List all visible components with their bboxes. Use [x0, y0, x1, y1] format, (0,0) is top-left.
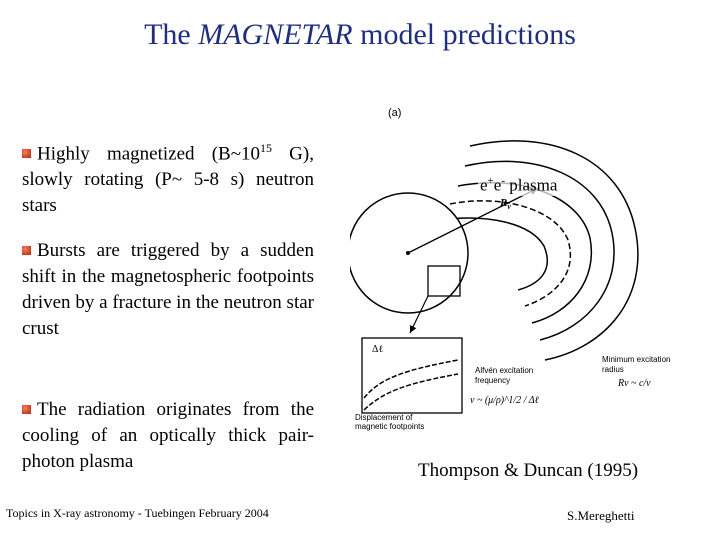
bullet-1-post: G), slowly rotating (P~ 5-8 s) neutron s… — [22, 143, 314, 217]
plasma-label: e+e- plasma — [478, 175, 560, 196]
inset-box — [361, 337, 463, 414]
zoom-arrow — [409, 295, 429, 334]
field-line-outer — [469, 140, 639, 361]
title-italic: MAGNETAR — [198, 18, 353, 51]
r-nu-label: Rν — [499, 197, 511, 211]
freq-formula: ν ~ (μ/ρ)^1/2 / Δℓ — [470, 395, 539, 406]
inset-line-1 — [363, 359, 459, 399]
delta-l-label: Δℓ — [372, 344, 383, 355]
min-exc-line-1: Minimum excitation — [602, 355, 670, 364]
bullet-marker-icon — [22, 405, 31, 414]
min-exc-line-2: radius — [602, 365, 624, 374]
footer-left: Topics in X-ray astronomy - Tuebingen Fe… — [6, 506, 269, 520]
bullet-2: Bursts are triggered by a sudden shift i… — [22, 238, 314, 342]
displacement-line-2: magnetic footpoints — [355, 422, 424, 431]
inset-line-2 — [363, 373, 459, 411]
bullet-1-sup: 15 — [260, 141, 272, 155]
displacement-line-1: Displacement of — [355, 413, 413, 422]
field-line-3 — [457, 182, 593, 324]
bullet-3-text: The radiation originates from the coolin… — [22, 399, 314, 472]
field-line-wavy — [449, 200, 571, 307]
field-line-2 — [464, 160, 615, 341]
bullet-3: The radiation originates from the coolin… — [22, 397, 314, 475]
alfven-line-2: frequency — [475, 376, 510, 385]
panel-label: (a) — [388, 107, 401, 119]
bullet-1-pre: Highly magnetized (B~10 — [37, 143, 260, 165]
bullet-2-text: Bursts are triggered by a sudden shift i… — [22, 240, 314, 339]
citation: Thompson & Duncan (1995) — [418, 460, 639, 481]
radius-formula: Rν ~ c/ν — [617, 378, 651, 389]
title-pre: The — [144, 18, 199, 51]
r-nu-arrow — [407, 187, 539, 254]
bullet-marker-icon — [22, 149, 31, 159]
alfven-line-1: Alfvén excitation — [475, 366, 533, 375]
bullet-marker-icon — [22, 246, 31, 255]
title-post: model predictions — [352, 18, 576, 51]
footpoint-box — [427, 265, 461, 297]
footer-right: S.Mereghetti — [567, 508, 635, 523]
slide-title: The MAGNETAR model predictions — [0, 18, 720, 52]
magnetar-diagram: (a) Rν Δℓ Displacement of magnetic footp… — [350, 107, 670, 431]
bullet-1: Highly magnetized (B~1015 G), slowly rot… — [22, 135, 314, 219]
